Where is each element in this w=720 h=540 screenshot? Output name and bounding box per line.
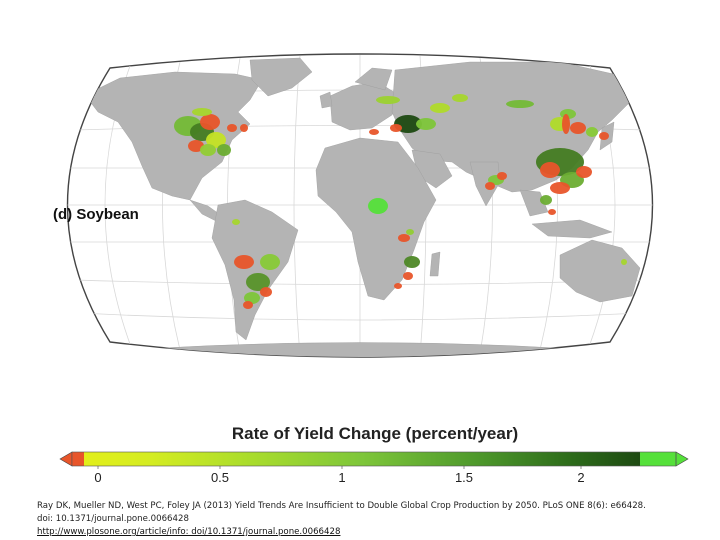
yield-region-26	[550, 182, 570, 194]
yield-region-44	[260, 287, 272, 297]
madagascar	[429, 251, 441, 277]
north-america	[84, 71, 263, 201]
india	[469, 161, 501, 207]
world-map: (d) Soybean	[53, 53, 670, 358]
yield-region-13	[416, 118, 436, 130]
panel-label: (d) Soybean	[53, 206, 139, 223]
yield-region-39	[403, 272, 413, 280]
yield-region-6	[217, 144, 231, 156]
yield-region-46	[243, 301, 253, 309]
europe	[329, 81, 401, 131]
yield-region-7	[200, 144, 216, 156]
yield-region-24	[540, 162, 560, 178]
yield-region-33	[540, 195, 552, 205]
greenland	[249, 57, 313, 97]
legend-overflow-arrow	[675, 451, 689, 467]
citation-reference: Ray DK, Mueller ND, West PC, Foley JA (2…	[37, 501, 646, 511]
yield-region-36	[398, 234, 410, 242]
yield-region-22	[570, 122, 586, 134]
yield-region-34	[548, 209, 556, 215]
yield-region-29	[599, 132, 609, 140]
yield-region-10	[192, 108, 212, 116]
yield-region-37	[406, 229, 414, 235]
yield-region-42	[260, 254, 280, 270]
yield-region-47	[232, 219, 240, 225]
yield-region-3	[200, 114, 220, 130]
citation: Ray DK, Mueller ND, West PC, Foley JA (2…	[37, 500, 717, 539]
yield-region-28	[586, 127, 598, 137]
colorbar-legend: 0 0.5 1 1.5 2	[59, 451, 689, 485]
legend-overflow-band	[640, 452, 676, 466]
yield-region-21	[562, 114, 570, 134]
scandinavia	[354, 67, 393, 91]
yield-region-17	[452, 94, 468, 102]
yield-region-9	[240, 124, 248, 132]
yield-region-40	[394, 283, 402, 289]
yield-region-38	[404, 256, 420, 268]
yield-region-18	[506, 100, 534, 108]
yield-region-15	[369, 129, 379, 135]
yield-region-48	[621, 259, 627, 265]
yield-region-27	[576, 166, 592, 178]
yield-region-14	[390, 124, 402, 132]
legend-underflow-arrow	[59, 451, 73, 467]
yield-region-41	[234, 255, 254, 269]
legend-border	[71, 451, 677, 467]
yield-change-regions	[174, 94, 627, 309]
south-america	[211, 199, 299, 341]
yield-region-5	[188, 140, 204, 152]
legend-title: Rate of Yield Change (percent/year)	[231, 424, 519, 443]
legend-gradient	[84, 452, 640, 466]
legend-tick-label-4: 1.5	[455, 470, 473, 485]
yield-region-31	[497, 172, 507, 180]
citation-doi: doi: 10.1371/journal.pone.0066428	[37, 514, 189, 524]
legend-tick-label-5: 2	[577, 470, 584, 485]
australia	[559, 239, 641, 303]
yield-region-43	[246, 273, 270, 291]
legend-tick-label-2: 0.5	[211, 470, 229, 485]
yield-region-16	[430, 103, 450, 113]
uk	[319, 91, 333, 109]
map-canvas	[66, 53, 670, 358]
yield-region-11	[376, 96, 400, 104]
new-zealand	[658, 292, 670, 318]
legend-tick-label-3: 1	[338, 470, 345, 485]
legend-tick-label-1: 0	[94, 470, 101, 485]
indonesia	[531, 219, 613, 239]
yield-region-4	[206, 132, 226, 148]
yield-region-35	[368, 198, 388, 214]
yield-region-32	[485, 182, 495, 190]
citation-link[interactable]: http://www.plosone.org/article/info: doi…	[37, 527, 341, 537]
legend-negative-band	[72, 452, 84, 466]
yield-region-8	[227, 124, 237, 132]
